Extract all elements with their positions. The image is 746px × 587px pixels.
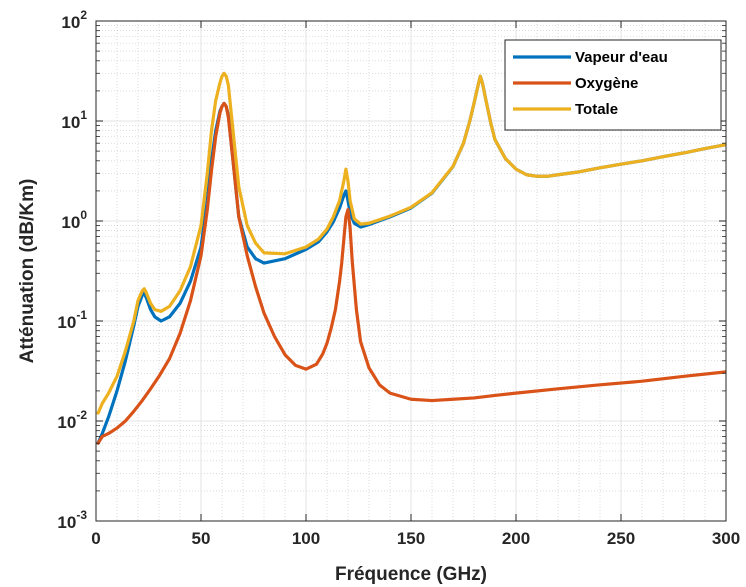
y-tick-label: 10-3 — [57, 508, 87, 532]
y-tick-label: 10-2 — [57, 408, 87, 432]
x-axis-label: Fréquence (GHz) — [335, 564, 487, 585]
y-tick-label: 101 — [61, 108, 87, 132]
legend: Vapeur d'eau Oxygène Totale — [504, 39, 722, 131]
x-tick-labels: 0 50 100 150 200 250 300 — [91, 529, 740, 548]
x-tick-label: 0 — [91, 529, 100, 548]
legend-label: Totale — [575, 101, 618, 118]
y-axis-label: Atténuation (dB/Km) — [17, 179, 38, 364]
series-line-3 — [96, 71, 726, 415]
y-tick-label: 10-1 — [57, 308, 87, 332]
y-tick-label: 102 — [61, 8, 87, 32]
x-tick-label: 250 — [607, 529, 635, 548]
x-tick-label: 300 — [712, 529, 740, 548]
legend-box — [504, 39, 722, 131]
series-layer — [96, 71, 726, 445]
x-tick-label: 200 — [502, 529, 530, 548]
y-tick-label: 100 — [61, 208, 87, 232]
y-tick-labels: 10-3 10-2 10-1 100 101 102 — [57, 8, 87, 532]
x-tick-label: 150 — [397, 529, 425, 548]
series-line-2 — [96, 101, 726, 445]
x-tick-label: 50 — [192, 529, 211, 548]
legend-label: Vapeur d'eau — [575, 49, 668, 66]
legend-label: Oxygène — [575, 75, 638, 92]
x-tick-label: 100 — [292, 529, 320, 548]
axis-ticks — [95, 20, 727, 522]
